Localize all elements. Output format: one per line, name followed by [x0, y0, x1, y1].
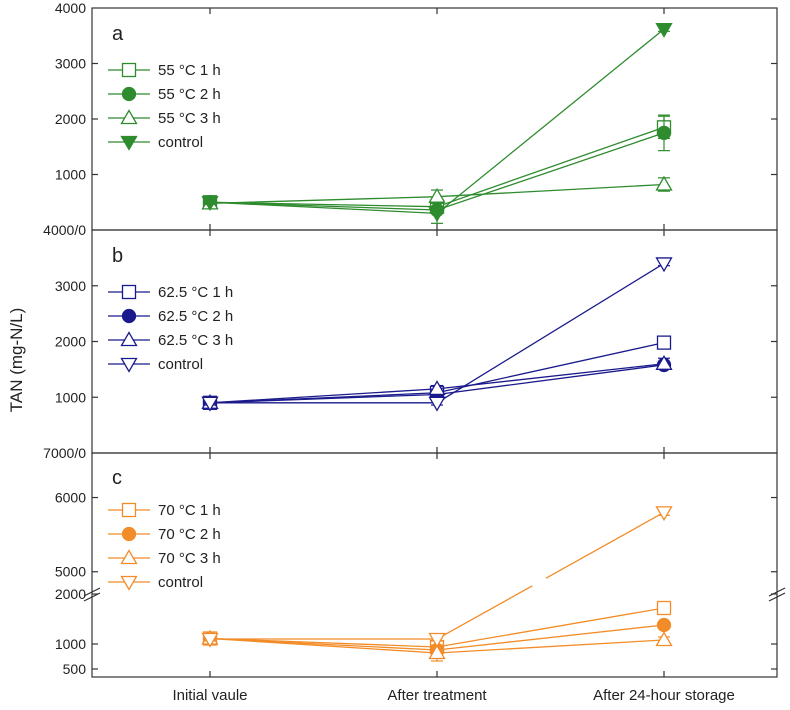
panel-a: 1000 2000 3000 55 °C 1 h 55 °C 2 h 55 °C 3 h c…	[55, 22, 777, 224]
series-control	[201, 257, 673, 412]
y-tick-label: 3000	[55, 56, 86, 72]
series-control	[201, 22, 673, 224]
legend-marker	[120, 357, 138, 373]
legend-marker	[121, 308, 137, 324]
y-tick-label: 500	[63, 661, 87, 677]
legend-label: 70 °C 1 h	[158, 502, 221, 519]
panel-a-top-tick: 4000	[55, 0, 86, 16]
y-axis-label: TAN (mg-N/L)	[7, 308, 26, 413]
data-point	[655, 22, 673, 38]
legend-label: 55 °C 3 h	[158, 110, 221, 127]
legend-label: 62.5 °C 3 h	[158, 332, 233, 349]
series-line	[436, 585, 533, 640]
panel-c-frame	[91, 452, 778, 678]
data-point	[656, 335, 672, 350]
legend-label: control	[158, 574, 203, 591]
legend-label: 55 °C 2 h	[158, 86, 221, 103]
data-point	[655, 354, 673, 370]
legend-marker	[121, 502, 137, 518]
series-line	[545, 511, 665, 579]
legend-a: 55 °C 1 h 55 °C 2 h 55 °C 3 h control	[108, 62, 221, 151]
data-point	[656, 600, 672, 616]
y-tick-label: 1000	[55, 636, 86, 652]
y-tick-label: 1000	[55, 389, 86, 405]
data-point	[655, 631, 673, 647]
legend-label: 62.5 °C 1 h	[158, 284, 233, 301]
legend-label: control	[158, 134, 203, 151]
legend-marker	[120, 331, 138, 347]
y-tick-label: 3000	[55, 278, 86, 294]
legend-label: 70 °C 2 h	[158, 526, 221, 543]
panel-a-bottom-tick: 4000/0	[43, 222, 86, 238]
data-point	[655, 257, 673, 273]
legend-marker	[120, 575, 138, 591]
legend-marker	[120, 135, 138, 151]
y-tick-label: 1000	[55, 167, 86, 183]
legend-c: 70 °C 1 h 70 °C 2 h 70 °C 3 h control	[108, 502, 221, 591]
data-point	[428, 207, 446, 223]
legend-marker	[120, 549, 138, 565]
legend-label: control	[158, 356, 203, 373]
data-point	[201, 396, 219, 412]
y-tick-label: 5000	[55, 564, 86, 580]
legend-marker	[121, 284, 137, 300]
panel-a-letter: a	[112, 23, 124, 45]
series-line	[209, 28, 665, 215]
data-point	[428, 380, 446, 396]
y-tick-label: 2000	[55, 334, 86, 350]
x-category-labels: Initial vaule After treatment After 24-h…	[172, 687, 734, 704]
break-mark-left-1	[83, 587, 101, 597]
data-point	[655, 175, 673, 191]
x-tick-label: Initial vaule	[172, 687, 247, 704]
y-tick-label: 2000	[55, 111, 86, 127]
series-55-c-3-h	[201, 175, 673, 210]
panel-c-letter: c	[112, 467, 122, 489]
legend-b: 62.5 °C 1 h 62.5 °C 2 h 62.5 °C 3 h control	[108, 284, 233, 373]
data-point	[428, 396, 446, 412]
panel-b-bottom-tick: 7000/0	[43, 445, 86, 461]
data-point	[201, 196, 219, 212]
legend-label: 55 °C 1 h	[158, 62, 221, 79]
y-tick-label: 2000	[55, 586, 86, 602]
chart-marks: 1000 2000 3000 55 °C 1 h 55 °C 2 h 55 °C 3 h c…	[55, 8, 777, 677]
data-point	[201, 632, 219, 648]
x-tick-label: After 24-hour storage	[593, 687, 735, 704]
break-mark-right-2	[768, 592, 786, 602]
break-mark-right-1	[768, 587, 786, 597]
legend-marker	[121, 62, 137, 78]
series-control	[201, 506, 673, 648]
legend-label: 62.5 °C 2 h	[158, 308, 233, 325]
legend-marker	[120, 109, 138, 125]
data-point	[656, 617, 672, 633]
legend-marker	[121, 86, 137, 102]
legend-marker	[121, 526, 137, 542]
y-tick-label: 6000	[55, 490, 86, 506]
data-point	[428, 644, 446, 660]
panel-b-letter: b	[112, 245, 123, 267]
data-point	[428, 187, 446, 203]
x-tick-label: After treatment	[387, 687, 487, 704]
data-point	[655, 506, 673, 522]
data-point	[656, 125, 672, 141]
data-point	[428, 632, 446, 648]
legend-label: 70 °C 3 h	[158, 550, 221, 567]
